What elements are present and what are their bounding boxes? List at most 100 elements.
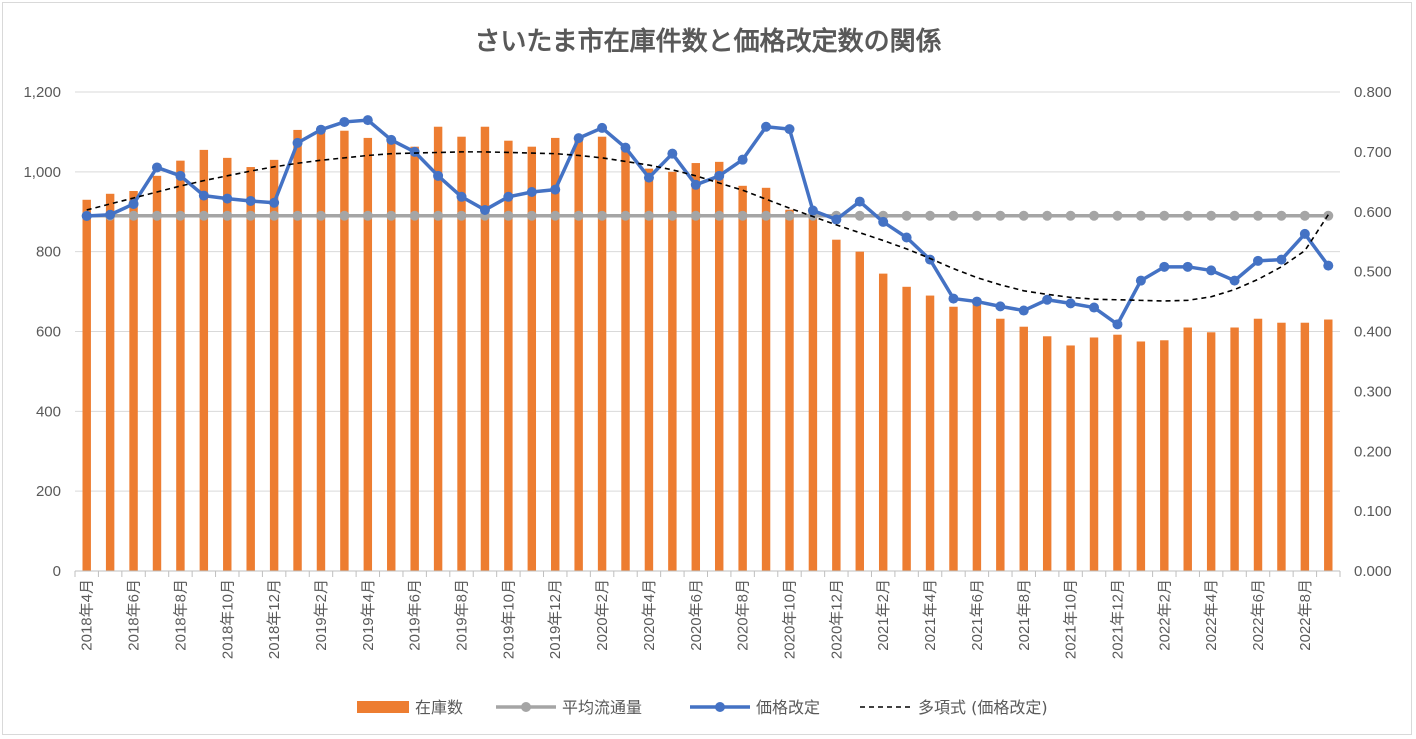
point-価格改定 <box>128 198 139 209</box>
point-価格改定 <box>245 195 256 206</box>
bar-在庫数 <box>691 163 701 571</box>
bar-在庫数 <box>1160 340 1169 571</box>
point-価格改定 <box>1276 254 1287 265</box>
bar-在庫数 <box>785 209 794 572</box>
point-価格改定 <box>807 205 818 216</box>
bar-在庫数 <box>668 171 677 572</box>
legend-marker <box>521 702 531 712</box>
bar-在庫数 <box>574 139 583 571</box>
point-価格改定 <box>1206 265 1217 276</box>
point-平均流通量 <box>198 210 209 221</box>
point-平均流通量 <box>292 210 303 221</box>
point-平均流通量 <box>1042 210 1053 221</box>
legend-marker <box>715 702 725 712</box>
y-right-tick-label: 0.700 <box>1354 144 1392 161</box>
legend-label: 価格改定 <box>756 698 820 717</box>
bar-在庫数 <box>1066 345 1075 571</box>
legend-swatch <box>357 701 409 713</box>
point-価格改定 <box>550 184 561 195</box>
bar-在庫数 <box>1206 332 1216 571</box>
point-平均流通量 <box>1299 210 1310 221</box>
x-tick-label: 2019年4月 <box>360 579 377 651</box>
bar-在庫数 <box>551 137 560 571</box>
point-平均流通量 <box>784 210 795 221</box>
x-tick-label: 2019年6月 <box>407 579 424 651</box>
point-平均流通量 <box>151 210 162 221</box>
point-平均流通量 <box>1229 210 1240 221</box>
line-多項式 (価格改定) <box>86 151 1329 302</box>
point-平均流通量 <box>737 210 748 221</box>
point-価格改定 <box>925 254 936 265</box>
bar-在庫数 <box>504 140 513 571</box>
y-right-tick-label: 0.400 <box>1354 324 1392 341</box>
point-平均流通量 <box>714 210 725 221</box>
bar-在庫数 <box>105 193 115 571</box>
y-left-tick-label: 1,000 <box>23 164 61 181</box>
point-価格改定 <box>761 121 772 132</box>
x-tick-label: 2022年8月 <box>1297 579 1314 651</box>
x-tick-label: 2019年12月 <box>547 579 564 659</box>
point-平均流通量 <box>269 210 280 221</box>
y-left-tick-label: 0 <box>53 563 61 580</box>
x-tick-label: 2018年12月 <box>266 579 283 659</box>
point-価格改定 <box>479 204 490 215</box>
point-価格改定 <box>1065 298 1076 309</box>
bar-在庫数 <box>855 251 864 571</box>
point-平均流通量 <box>620 210 631 221</box>
bar-在庫数 <box>925 295 935 571</box>
y-right-tick-label: 0.500 <box>1354 264 1392 281</box>
bar-在庫数 <box>808 209 818 572</box>
point-平均流通量 <box>1112 210 1123 221</box>
point-平均流通量 <box>971 210 982 221</box>
point-平均流通量 <box>409 210 420 221</box>
point-価格改定 <box>1323 260 1334 271</box>
bar-在庫数 <box>644 168 654 571</box>
legend-label: 平均流通量 <box>562 698 642 717</box>
point-価格改定 <box>81 210 92 221</box>
point-価格改定 <box>1089 302 1100 313</box>
point-価格改定 <box>1018 305 1029 316</box>
bar-在庫数 <box>832 239 841 572</box>
bar-在庫数 <box>1230 327 1239 571</box>
x-tick-label: 2019年8月 <box>454 579 471 651</box>
point-価格改定 <box>1253 255 1264 266</box>
bar-在庫数 <box>223 157 232 572</box>
point-価格改定 <box>1112 319 1123 330</box>
y-right-tick-label: 0.100 <box>1354 503 1392 520</box>
bar-在庫数 <box>176 160 185 571</box>
x-tick-label: 2020年10月 <box>781 579 798 659</box>
y-left-tick-label: 800 <box>36 244 61 261</box>
bar-在庫数 <box>738 185 747 571</box>
x-tick-label: 2021年10月 <box>1063 579 1080 659</box>
point-平均流通量 <box>761 210 772 221</box>
x-tick-label: 2020年4月 <box>641 579 658 651</box>
bar-在庫数 <box>269 159 279 571</box>
point-平均流通量 <box>573 210 584 221</box>
point-価格改定 <box>409 146 420 157</box>
x-tick-label: 2018年6月 <box>126 579 143 651</box>
point-価格改定 <box>690 179 701 190</box>
point-価格改定 <box>362 115 373 126</box>
point-価格改定 <box>526 186 537 197</box>
bar-在庫数 <box>1183 327 1192 571</box>
legend-label: 多項式 (価格改定) <box>918 698 1048 717</box>
point-平均流通量 <box>1135 210 1146 221</box>
point-平均流通量 <box>854 210 865 221</box>
point-平均流通量 <box>550 210 561 221</box>
point-平均流通量 <box>901 210 912 221</box>
point-平均流通量 <box>1065 210 1076 221</box>
point-価格改定 <box>971 296 982 307</box>
x-tick-label: 2019年10月 <box>500 579 517 659</box>
point-価格改定 <box>269 197 280 208</box>
y-right-tick-label: 0.300 <box>1354 383 1392 400</box>
bar-在庫数 <box>363 137 373 571</box>
bar-在庫数 <box>410 146 419 571</box>
point-価格改定 <box>292 137 303 148</box>
bar-在庫数 <box>387 140 396 571</box>
bar-在庫数 <box>972 304 982 571</box>
bar-在庫数 <box>761 187 771 572</box>
bar-在庫数 <box>457 136 466 571</box>
point-平均流通量 <box>456 210 467 221</box>
point-平均流通量 <box>128 210 139 221</box>
